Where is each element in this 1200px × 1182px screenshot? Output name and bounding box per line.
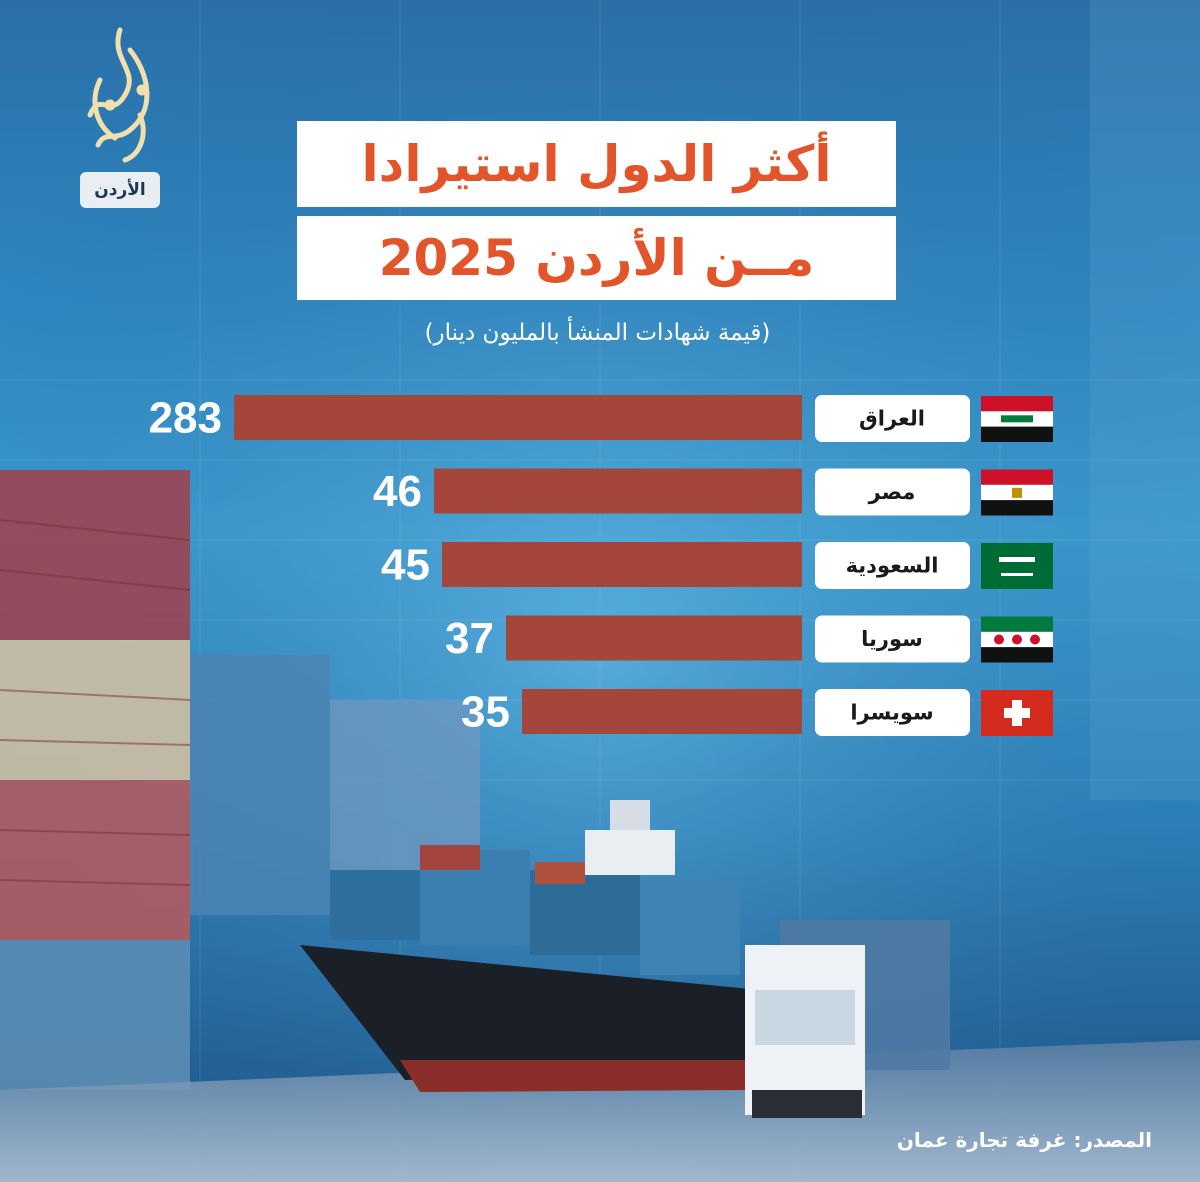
syria-flag-icon-star-0 [994, 634, 1004, 645]
category-pill-3 [815, 615, 970, 663]
iraq-flag-icon-emblem [1001, 415, 1033, 423]
page-title-line1: أكثر الدول استيرادا [297, 121, 896, 207]
aljazeera-logo [87, 27, 150, 163]
category-label-2: السعودية [846, 554, 939, 578]
egypt-flag-icon-stripe-bottom [981, 500, 1053, 516]
bar-3 [506, 615, 802, 661]
region-badge: الأردن [80, 172, 160, 208]
category-label-4: سويسرا [850, 701, 933, 725]
syria-flag-icon-stripe-top [981, 616, 1053, 632]
syria-flag-icon-star-2 [1030, 634, 1040, 645]
iraq-flag-icon-stripe-top [981, 396, 1053, 412]
iraq-flag-icon-stripe-bottom [981, 426, 1053, 442]
page-title-line2: مــن الأردن 2025 [297, 216, 896, 300]
category-pill-1 [815, 468, 970, 516]
egypt-flag-icon-emblem [1012, 487, 1022, 498]
syria-flag-icon-stripe-bottom [981, 647, 1053, 663]
syria-flag-icon-star-1 [1012, 634, 1022, 645]
category-pill-2 [815, 542, 970, 589]
category-pill-0 [815, 395, 970, 442]
value-label-4: 35 [461, 688, 510, 737]
bar-1 [434, 468, 802, 514]
switzerland-flag-icon-cross-h [1004, 708, 1030, 718]
bar-4 [522, 689, 802, 734]
value-label-3: 37 [445, 614, 494, 663]
category-label-3: سوريا [861, 627, 923, 651]
egypt-flag-icon-stripe-top [981, 469, 1053, 485]
bar-2 [442, 542, 802, 587]
value-label-1: 46 [373, 467, 422, 516]
source-note: المصدر: غرفة تجارة عمان [896, 1128, 1152, 1152]
chart-subtitle: (قيمة شهادات المنشأ بالمليون دينار) [424, 320, 771, 346]
saudi-flag-icon-field [981, 543, 1053, 589]
saudi-flag-icon-script [999, 557, 1035, 562]
category-label-1: مصر [868, 480, 916, 504]
bar-0 [234, 395, 802, 440]
value-label-2: 45 [381, 541, 430, 590]
value-label-0: 283 [149, 394, 222, 443]
category-pill-4 [815, 689, 970, 736]
saudi-flag-icon-sword [1001, 573, 1033, 576]
category-label-0: العراق [859, 407, 925, 431]
